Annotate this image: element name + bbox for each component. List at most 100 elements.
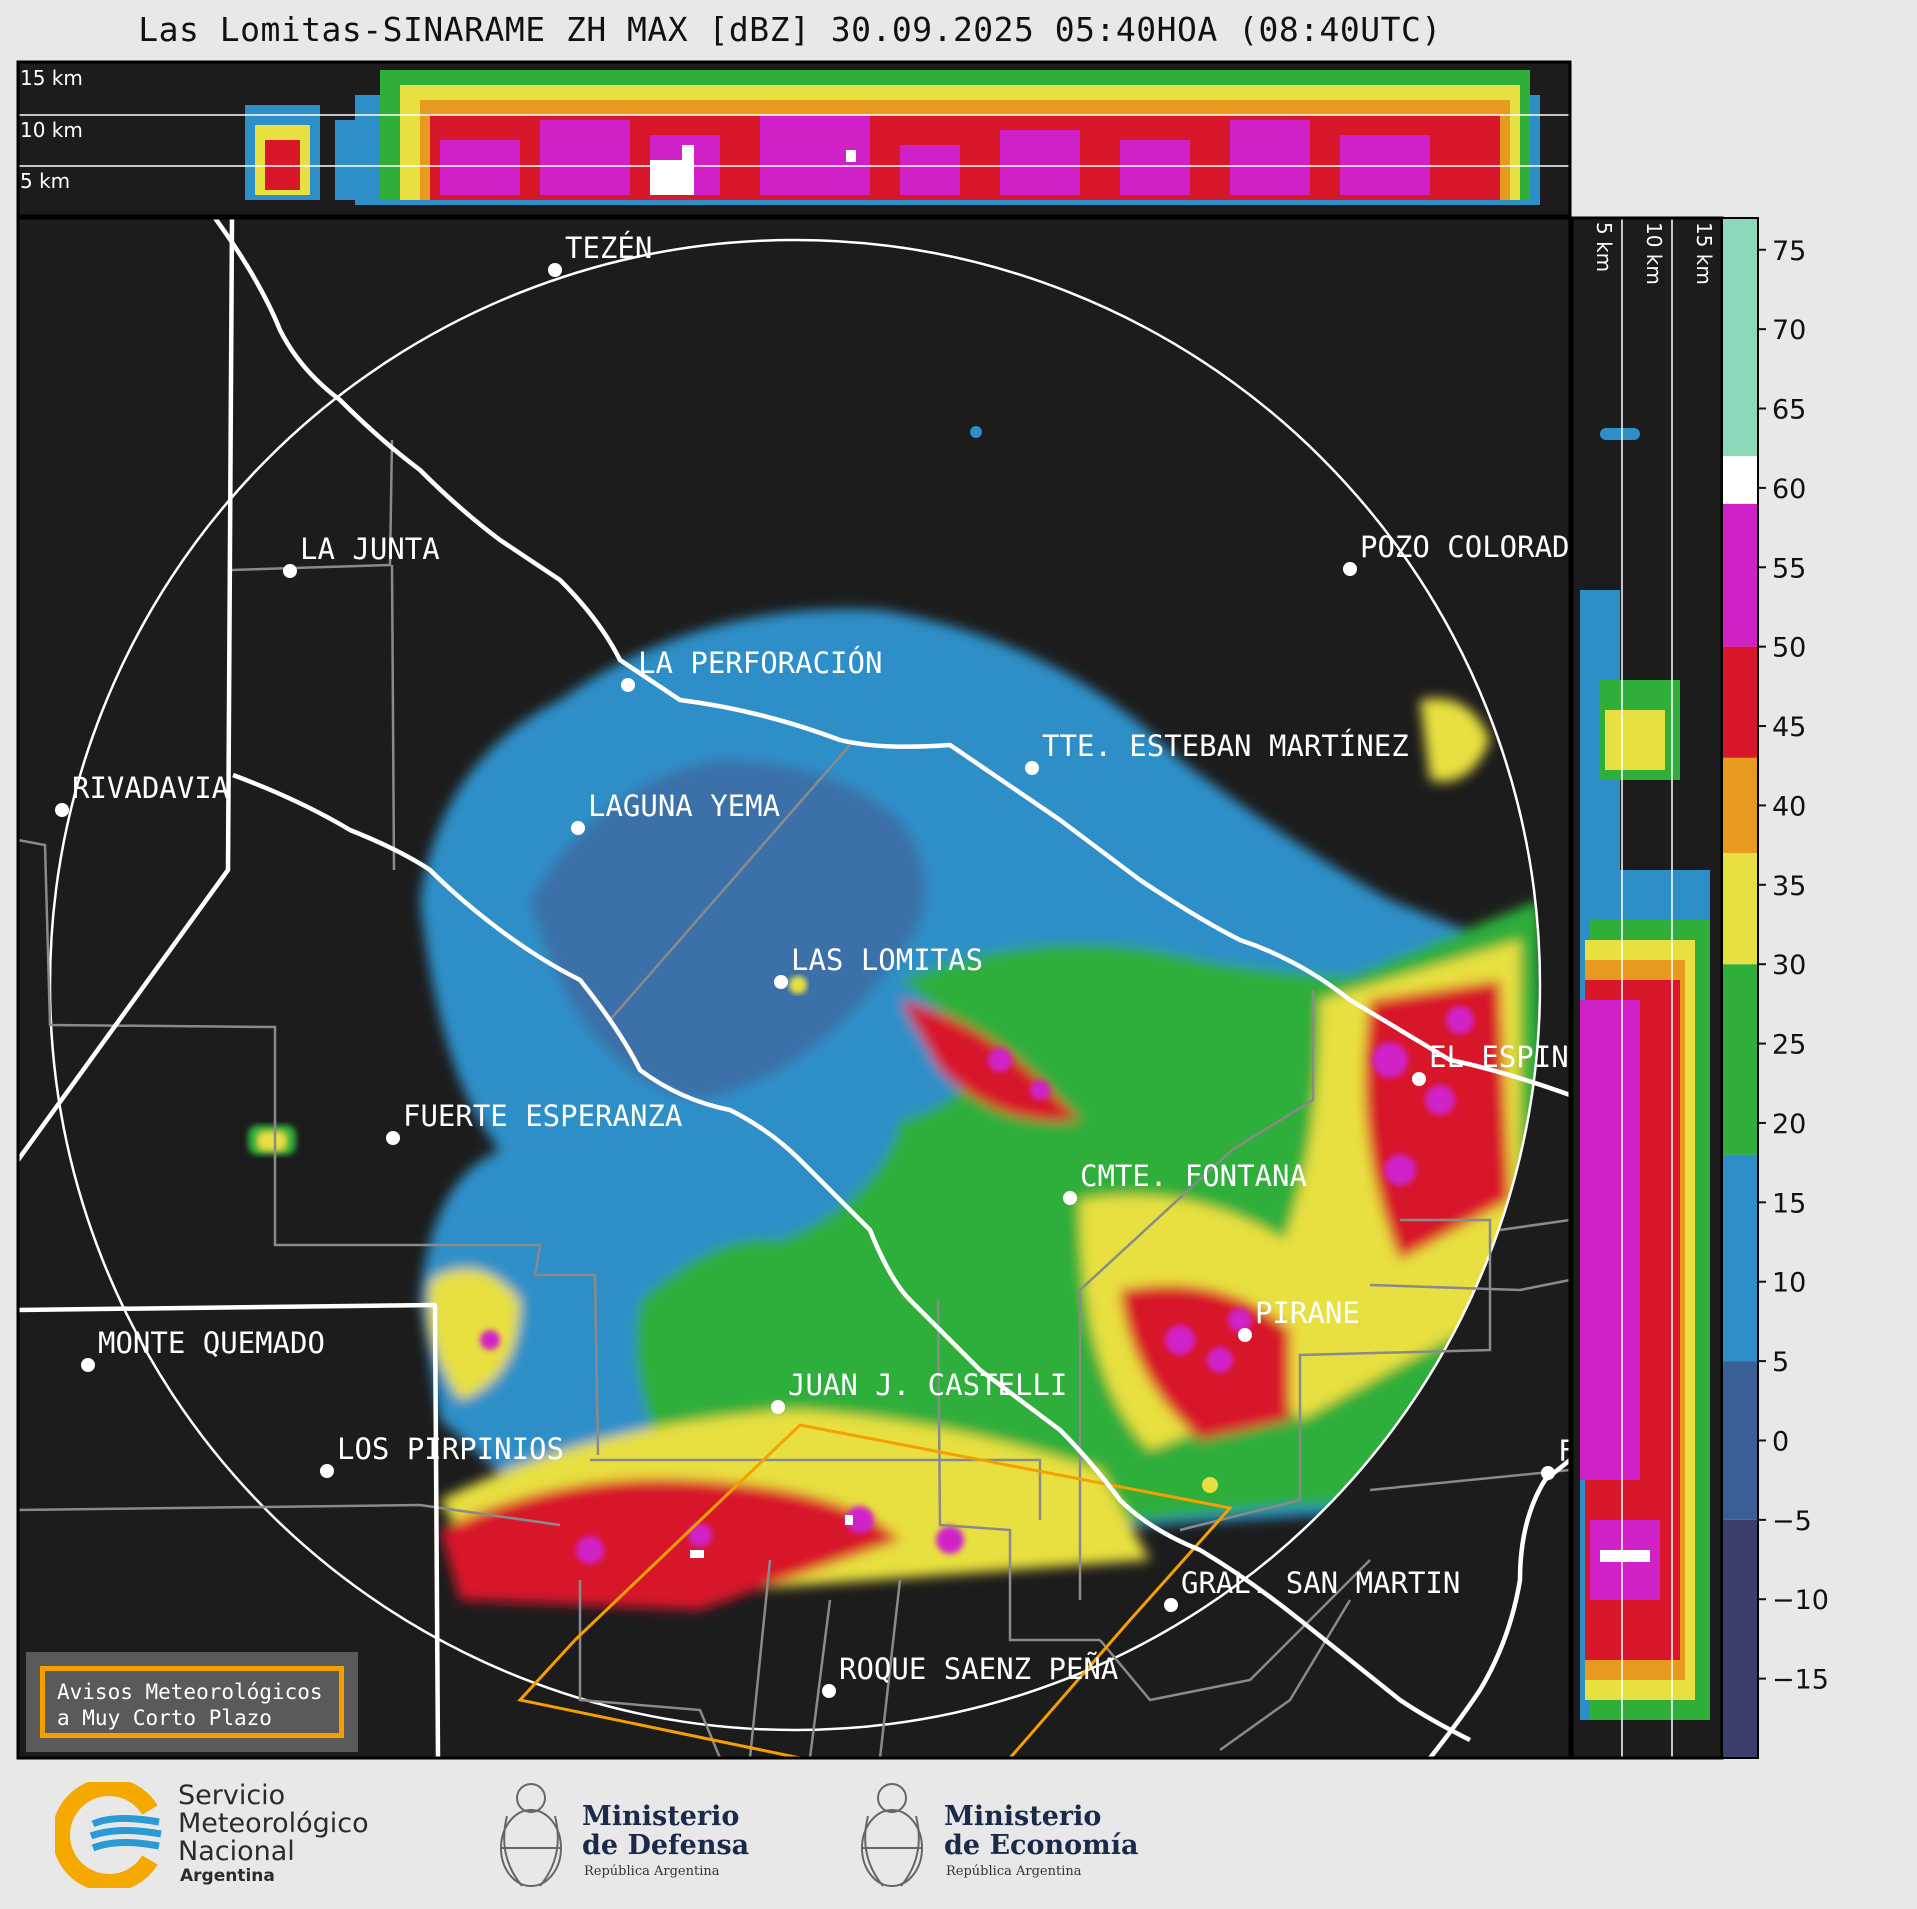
- city-label: TEZÉN: [565, 231, 652, 265]
- city-label: LOS PIRPINIOS: [337, 1432, 564, 1466]
- province-borders: [18, 218, 1570, 1758]
- smn-line-2: Meteorológico: [178, 1808, 369, 1839]
- warning-legend-frame: Avisos Meteorológicos a Muy Corto Plazo: [40, 1666, 344, 1738]
- smn-line-3: Nacional: [178, 1836, 295, 1867]
- city-marker: TTE. ESTEBAN MARTÍNEZ: [1025, 729, 1409, 775]
- city-marker: JUAN J. CASTELLI: [771, 1368, 1067, 1414]
- city-marker: EL ESPIN: [1412, 1040, 1569, 1086]
- coat-of-arms-icon: [861, 1783, 923, 1887]
- city-label: JUAN J. CASTELLI: [788, 1368, 1067, 1402]
- city-label: MONTE QUEMADO: [98, 1326, 325, 1360]
- smn-line-1: Servicio: [178, 1780, 286, 1811]
- city-label: LA JUNTA: [300, 532, 440, 566]
- map-title: Las Lomitas-SINARAME ZH MAX [dBZ] 30.09.…: [138, 10, 1442, 49]
- colorbar-tick-label: 65: [1772, 395, 1806, 426]
- colorbar-band: [1722, 503, 1758, 647]
- city-label: RIVADAVIA: [72, 771, 229, 805]
- city-dot: [1238, 1328, 1252, 1342]
- city-marker: LOS PIRPINIOS: [320, 1432, 564, 1478]
- city-dot: [81, 1358, 95, 1372]
- city-label: F: [1558, 1434, 1575, 1468]
- city-marker: ROQUE SAENZ PEÑA: [822, 1652, 1118, 1698]
- colorbar-tick-label: 55: [1772, 553, 1806, 584]
- warning-line-2: a Muy Corto Plazo: [57, 1706, 272, 1730]
- city-dot: [283, 564, 297, 578]
- right-height-profile: 5 km 10 km 15 km: [1570, 216, 1724, 1760]
- colorbar-tick-label: 15: [1772, 1188, 1806, 1219]
- city-marker: POZO COLORAD: [1343, 530, 1570, 576]
- colorbar-band: [1722, 218, 1758, 457]
- economia-sub: República Argentina: [946, 1864, 1082, 1879]
- city-dot: [774, 975, 788, 989]
- city-marker: PIRANE: [1238, 1296, 1360, 1342]
- footer-logos: Servicio Meteorológico Nacional Argentin…: [0, 1760, 1917, 1909]
- colorbar-band: [1722, 853, 1758, 965]
- city-label: PIRANE: [1255, 1296, 1360, 1330]
- right-level-label: 10 km: [1642, 222, 1666, 285]
- colorbar-tick-label: 50: [1772, 633, 1806, 664]
- colorbar-band: [1722, 646, 1758, 758]
- city-marker: CMTE. FONTANA: [1063, 1159, 1307, 1205]
- city-marker: LA JUNTA: [283, 532, 440, 578]
- right-level-label: 15 km: [1692, 222, 1716, 285]
- city-dot: [386, 1131, 400, 1145]
- city-label: FUERTE ESPERANZA: [403, 1099, 682, 1133]
- city-marker: LAGUNA YEMA: [571, 789, 780, 835]
- colorbar-tick-label: 35: [1772, 871, 1806, 902]
- city-markers: TEZÉN LA JUNTA POZO COLORAD LA PERFORACIÓN T…: [55, 231, 1575, 1698]
- economia-line-2: de Economía: [944, 1830, 1139, 1861]
- colorbar-tick-label: −5: [1772, 1506, 1812, 1537]
- city-dot: [1025, 761, 1039, 775]
- colorbar-tick-label: 40: [1772, 791, 1806, 822]
- warning-polygon: [517, 1423, 1233, 1758]
- city-dot: [571, 821, 585, 835]
- colorbar-tick-label: 45: [1772, 712, 1806, 743]
- warning-line-1: Avisos Meteorológicos: [57, 1680, 323, 1704]
- city-label: EL ESPIN: [1429, 1040, 1569, 1074]
- city-label: TTE. ESTEBAN MARTÍNEZ: [1042, 729, 1409, 763]
- city-label: LA PERFORACIÓN: [638, 646, 882, 680]
- city-marker: RIVADAVIA: [55, 771, 229, 817]
- city-dot: [1063, 1191, 1077, 1205]
- city-dot: [548, 263, 562, 277]
- colorbar-tick-label: 30: [1772, 950, 1806, 981]
- warning-legend: Avisos Meteorológicos a Muy Corto Plazo: [26, 1652, 358, 1752]
- city-marker: GRAL. SAN MARTIN: [1164, 1566, 1460, 1612]
- city-dot: [1164, 1598, 1178, 1612]
- colorbar-tick-label: −10: [1772, 1585, 1829, 1616]
- defensa-line-1: Ministerio: [582, 1801, 740, 1832]
- colorbar-tick-label: 60: [1772, 474, 1806, 505]
- smn-line-4: Argentina: [180, 1866, 275, 1886]
- city-dot: [1412, 1072, 1426, 1086]
- defensa-line-2: de Defensa: [582, 1830, 750, 1861]
- smn-logo-icon: [55, 1782, 162, 1888]
- city-dot: [1343, 562, 1357, 576]
- colorbar-tick-label: 10: [1772, 1268, 1806, 1299]
- colorbar-band: [1722, 1154, 1758, 1362]
- city-dot: [55, 803, 69, 817]
- colorbar-band: [1722, 1519, 1758, 1758]
- colorbar-tick-label: 25: [1772, 1030, 1806, 1061]
- colorbar-frame: [1721, 217, 1759, 1759]
- city-label: CMTE. FONTANA: [1080, 1159, 1307, 1193]
- colorbar-band: [1722, 757, 1758, 854]
- city-marker: TEZÉN: [548, 231, 652, 277]
- top-level-label: 15 km: [20, 66, 83, 90]
- city-marker: MONTE QUEMADO: [81, 1326, 325, 1372]
- city-marker: FUERTE ESPERANZA: [386, 1099, 682, 1145]
- reflectivity-field: [420, 609, 1540, 1610]
- colorbar-tick-label: −15: [1772, 1665, 1829, 1696]
- colorbar-tick-label: 20: [1772, 1109, 1806, 1140]
- city-label: POZO COLORAD: [1360, 530, 1570, 564]
- right-level-label: 5 km: [1592, 222, 1616, 272]
- city-marker: LA PERFORACIÓN: [621, 646, 882, 692]
- city-label: GRAL. SAN MARTIN: [1181, 1566, 1460, 1600]
- city-marker: LAS LOMITAS: [774, 943, 983, 989]
- top-height-profile: 15 km 10 km 5 km: [16, 60, 1572, 218]
- colorbar-tick-label: 75: [1772, 236, 1806, 267]
- top-level-label: 10 km: [20, 118, 83, 142]
- top-level-label: 5 km: [20, 169, 70, 193]
- radar-map: TEZÉN LA JUNTA POZO COLORAD LA PERFORACIÓN T…: [16, 216, 1575, 1760]
